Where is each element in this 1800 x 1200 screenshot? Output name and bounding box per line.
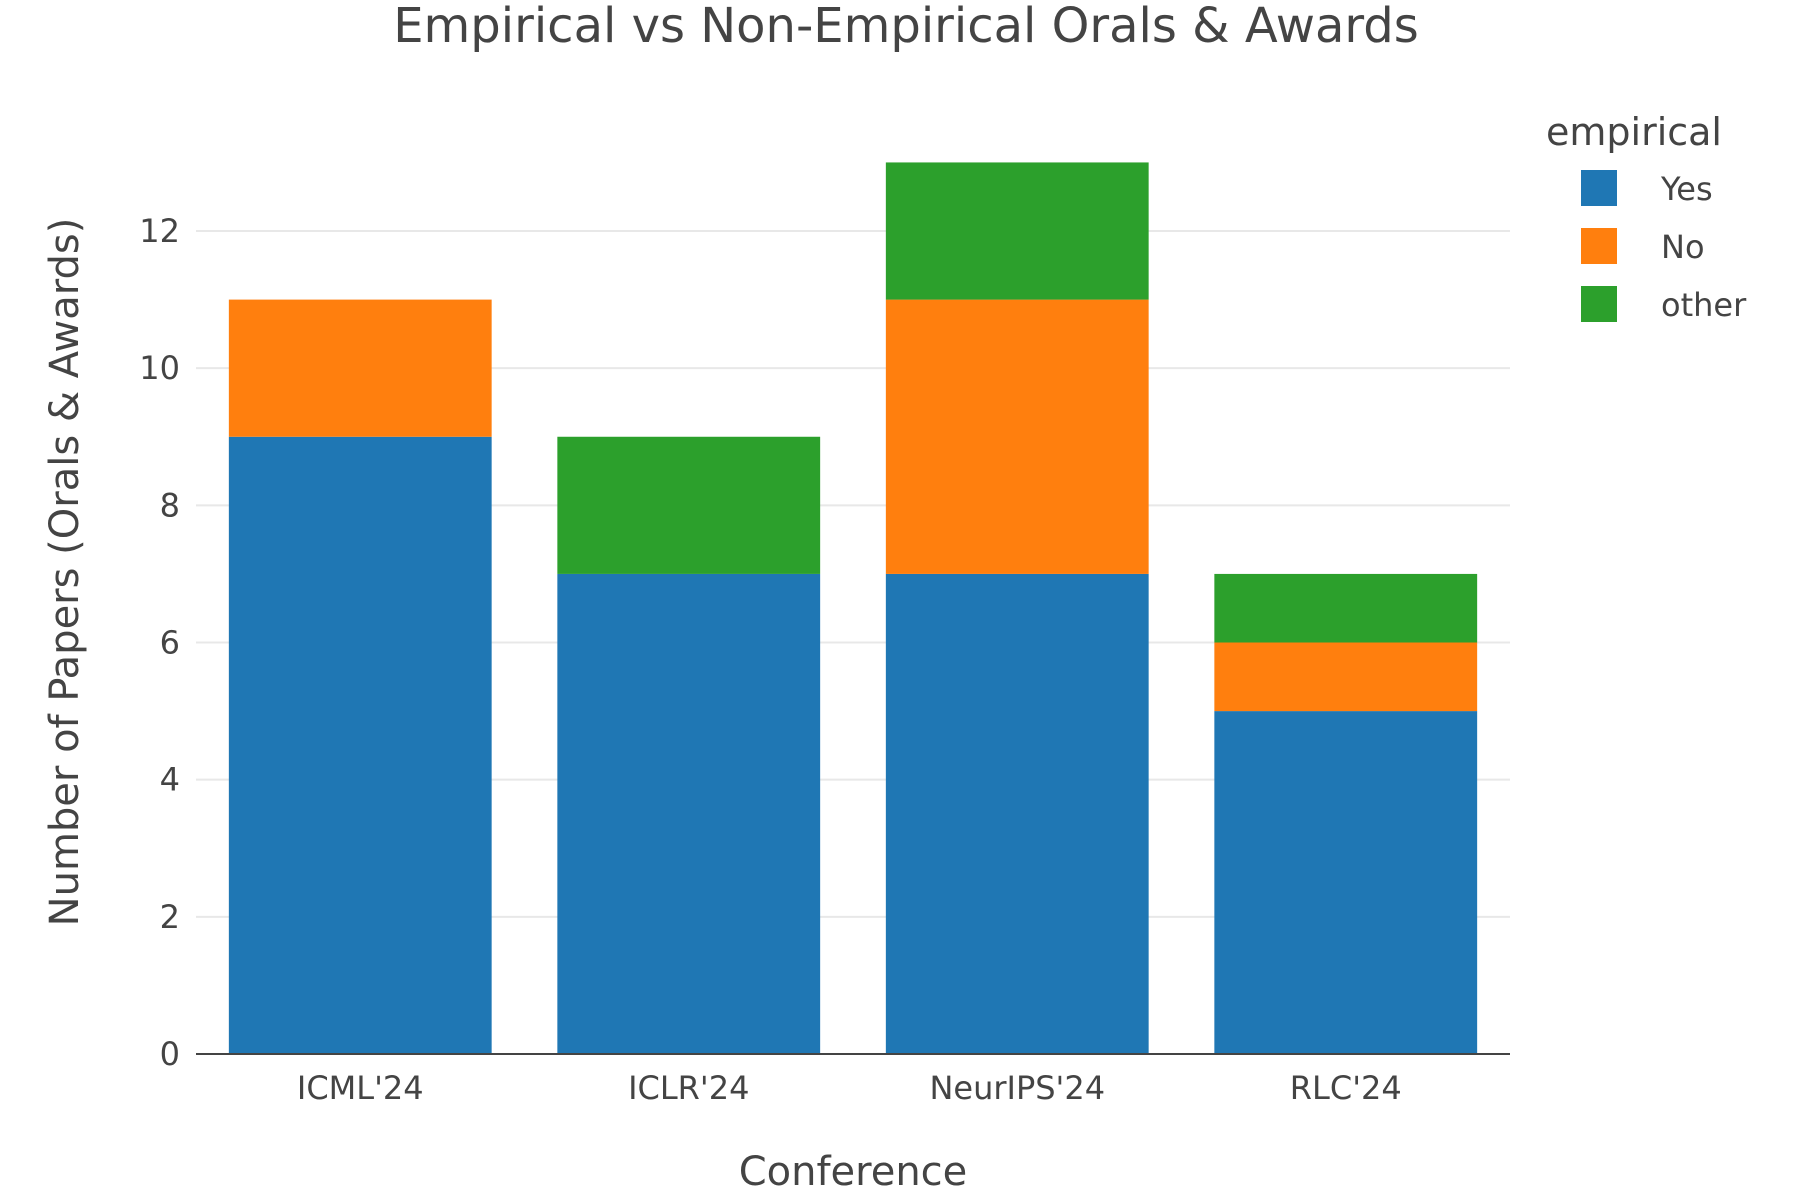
y-axis-title: Number of Papers (Orals & Awards) (42, 218, 88, 927)
legend-label-other[interactable]: other (1661, 286, 1747, 324)
x-tick-label: RLC'24 (1290, 1069, 1402, 1107)
legend-swatch-yes[interactable] (1581, 170, 1617, 206)
y-tick-label: 6 (160, 624, 180, 662)
legend-label-yes[interactable]: Yes (1660, 170, 1713, 208)
x-axis-title: Conference (739, 1149, 968, 1195)
legend-title: empirical (1546, 110, 1722, 154)
y-tick-labels: 0 2 4 6 8 10 12 (139, 212, 180, 1073)
bars (228, 162, 1478, 1054)
chart-title: Empirical vs Non-Empirical Orals & Award… (393, 0, 1419, 54)
bar-yes-1[interactable] (557, 573, 821, 1054)
y-tick-label: 10 (139, 349, 180, 387)
y-tick-label: 8 (160, 486, 180, 524)
y-tick-label: 4 (160, 761, 180, 799)
bar-no-0[interactable] (228, 299, 492, 437)
y-tick-label: 12 (139, 212, 180, 250)
legend-swatch-no[interactable] (1581, 228, 1617, 264)
legend-swatch-other[interactable] (1581, 286, 1617, 322)
bar-no-3[interactable] (1214, 642, 1478, 712)
bar-yes-0[interactable] (228, 436, 492, 1054)
bar-other-1[interactable] (557, 436, 821, 574)
bar-other-3[interactable] (1214, 573, 1478, 643)
bar-no-2[interactable] (885, 299, 1149, 574)
bar-other-2[interactable] (885, 162, 1149, 300)
y-tick-label: 2 (160, 898, 180, 936)
x-tick-labels: ICML'24 ICLR'24 NeurIPS'24 RLC'24 (297, 1069, 1402, 1107)
bar-yes-2[interactable] (885, 573, 1149, 1054)
legend-label-no[interactable]: No (1661, 228, 1705, 266)
legend: empirical Yes No other (1546, 110, 1747, 324)
x-tick-label: NeurIPS'24 (929, 1069, 1105, 1107)
bar-yes-3[interactable] (1214, 711, 1478, 1054)
x-tick-label: ICLR'24 (628, 1069, 749, 1107)
y-tick-label: 0 (160, 1035, 180, 1073)
x-tick-label: ICML'24 (297, 1069, 424, 1107)
